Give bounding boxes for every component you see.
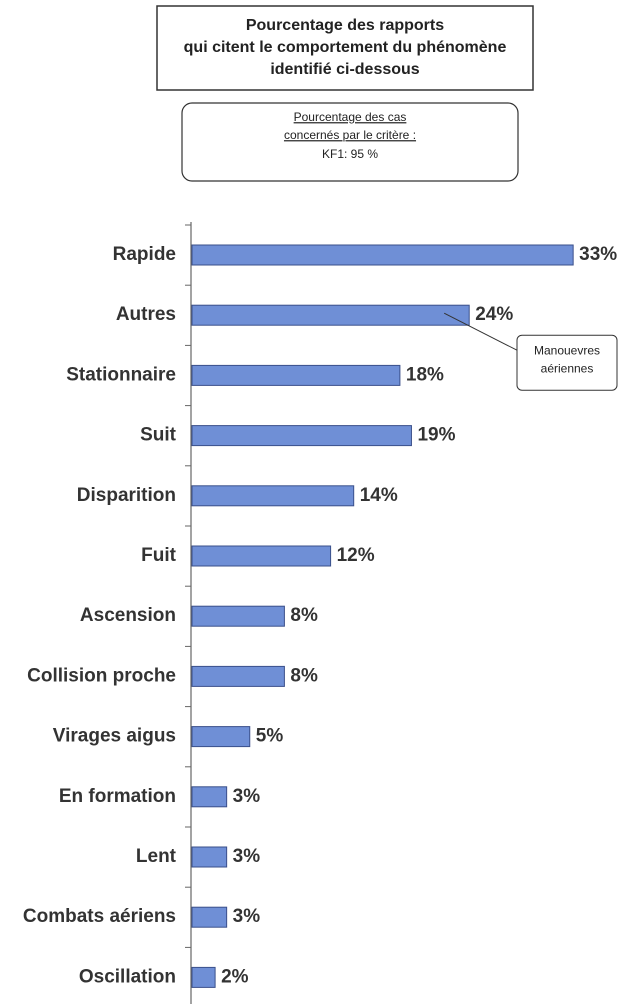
value-label: 2% bbox=[221, 966, 249, 987]
value-label: 33% bbox=[579, 244, 617, 265]
bar bbox=[191, 786, 228, 808]
bar bbox=[191, 425, 412, 447]
value-label: 5% bbox=[256, 726, 284, 747]
category-label: Lent bbox=[136, 846, 177, 867]
value-label: 18% bbox=[406, 364, 444, 385]
criterion-text: KF1: 95 % bbox=[322, 147, 378, 161]
bar bbox=[191, 846, 228, 868]
value-label: 8% bbox=[290, 665, 318, 686]
bar bbox=[191, 966, 216, 988]
chart-title: qui citent le comportement du phénomène bbox=[184, 39, 507, 56]
category-label: Fuit bbox=[141, 545, 176, 566]
annotation-arrow bbox=[443, 312, 518, 351]
annotation-text: Manouevres bbox=[534, 343, 600, 357]
category-label: Virages aigus bbox=[53, 726, 176, 747]
value-label: 24% bbox=[475, 304, 513, 325]
category-label: Autres bbox=[116, 304, 176, 325]
criterion-text: Pourcentage des cas bbox=[294, 110, 407, 124]
criterion-text: concernés par le critère : bbox=[284, 128, 416, 142]
value-label: 14% bbox=[360, 485, 398, 506]
value-label: 3% bbox=[233, 786, 261, 807]
bar bbox=[191, 485, 355, 507]
category-label: Collision proche bbox=[27, 665, 176, 686]
bar bbox=[191, 605, 285, 627]
bar bbox=[191, 304, 470, 326]
value-label: 3% bbox=[233, 846, 261, 867]
value-label: 8% bbox=[290, 605, 318, 626]
criterion-box bbox=[181, 102, 519, 182]
annotation-box bbox=[516, 334, 618, 391]
category-label: Oscillation bbox=[79, 966, 176, 987]
category-label: Ascension bbox=[80, 605, 176, 626]
title-box bbox=[156, 5, 534, 91]
category-label: Disparition bbox=[77, 485, 176, 506]
bar bbox=[191, 726, 251, 748]
category-label: Stationnaire bbox=[66, 364, 176, 385]
category-label: En formation bbox=[59, 786, 176, 807]
annotation-text: aériennes bbox=[541, 361, 594, 375]
chart-title: identifié ci-dessous bbox=[270, 61, 419, 78]
bar bbox=[191, 545, 332, 567]
bar bbox=[191, 906, 228, 928]
chart-title: Pourcentage des rapports bbox=[246, 17, 444, 34]
bar bbox=[191, 244, 574, 266]
value-label: 3% bbox=[233, 906, 261, 927]
category-label: Rapide bbox=[113, 244, 176, 265]
bar bbox=[191, 665, 285, 687]
category-label: Combats aériens bbox=[23, 906, 176, 927]
value-label: 12% bbox=[337, 545, 375, 566]
category-label: Suit bbox=[140, 425, 177, 446]
bar bbox=[191, 364, 401, 386]
value-label: 19% bbox=[417, 425, 455, 446]
